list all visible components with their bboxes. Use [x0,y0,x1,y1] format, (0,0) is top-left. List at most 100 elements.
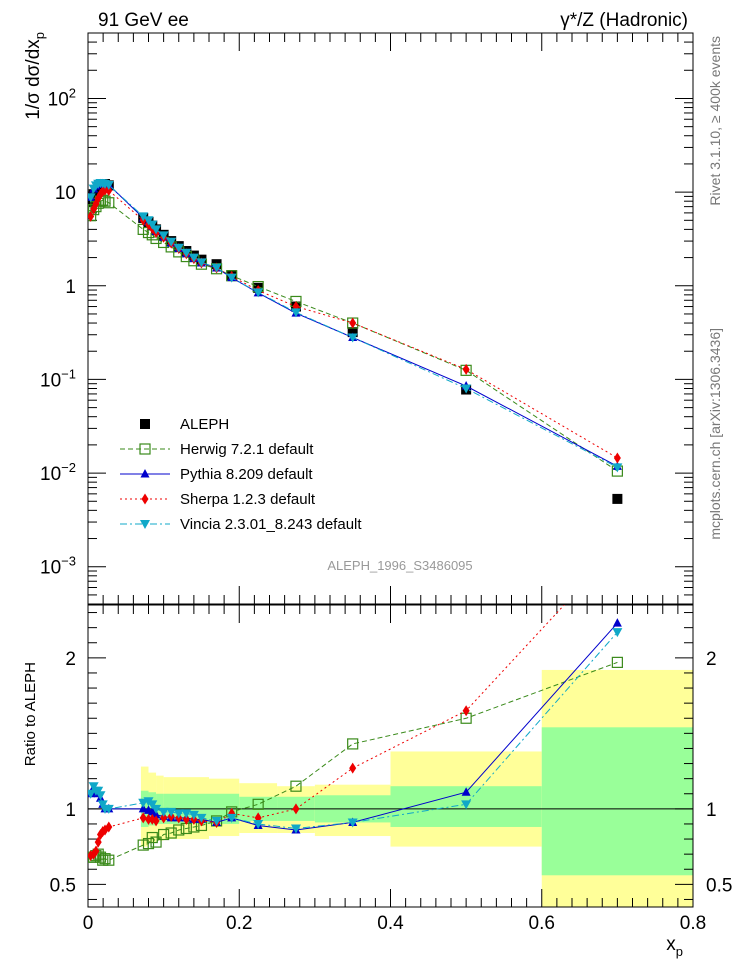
point-ratio-herwig-13 [165,827,177,839]
legend-marker-sherpa [141,493,149,505]
point-ratio-vincia-1 [88,782,99,792]
point-ratio-vincia-19 [226,813,237,823]
point-ratio-sherpa-9 [145,813,152,825]
point-main-sherpa-22 [349,317,357,329]
ratio-uncertainty-bands [140,669,693,907]
y-tick-label-main-exp: −3 [61,554,76,569]
legend: ALEPH Herwig 7.2.1 default Pythia 8.209 de… [120,416,362,533]
point-ratio-herwig-6 [99,853,111,865]
x-tick-label-0: 0 [83,913,94,934]
point-main-sherpa-7 [105,185,113,197]
legend-label-herwig: Herwig 7.2.1 default [180,441,314,458]
x-axis-label: xp [666,934,683,959]
y-tick-label-main-base: 10 [40,370,61,391]
point-main-vincia-13 [166,237,177,247]
y-axis-label-main-subscript: p [32,32,47,39]
y-tick-label-ratio-left-1: 1 [65,800,76,821]
point-main-data-22 [347,327,358,338]
legend-label-pythia: Pythia 8.209 default [180,466,313,483]
point-ratio-sherpa-11 [152,815,160,827]
y-tick-label-main-4: 10 [55,183,76,204]
y-tick-label-ratio-right-0: 0.5 [706,875,732,896]
point-main-vincia-12 [158,231,169,241]
point-ratio-sherpa-0 [88,850,95,862]
point-ratio-vincia-7 [103,804,114,814]
y-tick-label-main-0: 10−3 [40,554,76,579]
point-ratio-vincia-24 [612,628,623,638]
point-main-vincia-15 [181,248,192,258]
point-ratio-pythia-24 [612,618,622,627]
point-ratio-vincia-20 [253,819,264,829]
point-ratio-vincia-23 [461,800,472,810]
point-main-vincia-8 [138,212,149,222]
point-main-vincia-20 [253,288,264,298]
x-axis-label-text: x [666,934,676,955]
y-tick-label-main-base: 1 [65,277,76,298]
point-main-sherpa-0 [88,210,95,222]
point-ratio-sherpa-23 [462,705,470,717]
legend-marker-herwig [139,443,151,455]
x-axis-label-subscript: p [676,944,683,959]
point-ratio-herwig-5 [97,854,109,866]
y-tick-label-ratio-right-1: 1 [706,800,717,821]
point-main-herwig-7 [103,197,115,209]
point-main-vincia-14 [173,243,184,253]
point-ratio-herwig-20 [252,798,264,810]
y-axis-label-main-text: 1/σ dσ/dx [23,39,44,120]
point-ratio-sherpa-8 [139,812,147,824]
y-tick-label-main-base: 10 [55,183,76,204]
point-ratio-sherpa-24 [614,542,621,553]
point-ratio-vincia-13 [166,807,177,817]
point-main-vincia-16 [188,253,199,263]
legend-label-vincia: Vincia 2.3.01_8.243 default [180,516,362,533]
x-tick-label-1: 0.2 [226,913,252,934]
y-tick-label-ratio-right-2: 2 [706,649,717,670]
band-inner-9 [541,727,693,876]
point-ratio-vincia-0 [88,789,96,799]
point-main-vincia-23 [461,384,472,394]
point-ratio-herwig-21 [290,780,302,792]
point-ratio-vincia-12 [158,807,169,817]
y-tick-label-main-base: 10 [48,89,69,110]
y-axis-label-main: 1/σ dσ/dxp [23,32,47,120]
point-ratio-herwig-11 [150,836,162,848]
y-tick-label-ratio-left-0: 0.5 [50,875,76,896]
point-ratio-vincia-18 [211,816,222,826]
point-ratio-vincia-17 [196,813,207,823]
header-right: γ*/Z (Hadronic) [560,10,688,31]
point-main-vincia-17 [196,258,207,268]
mcplots-reference-label: mcplots.cern.ch [arXiv:1306.3436] [707,328,723,540]
y-tick-label-main-exp: 2 [69,85,76,100]
point-ratio-vincia-21 [290,824,301,834]
legend-label-data: ALEPH [180,416,229,433]
point-ratio-vincia-22 [347,818,358,828]
point-ratio-sherpa-15 [182,813,190,825]
main-panel-data [88,178,623,504]
point-ratio-herwig-24 [611,656,623,668]
point-ratio-pythia-8 [138,803,148,813]
point-main-vincia-22 [347,333,358,343]
point-ratio-sherpa-2 [92,845,100,857]
point-main-sherpa-23 [462,363,470,375]
point-main-herwig-6 [99,195,111,207]
point-main-data-24 [612,493,623,504]
point-ratio-herwig-12 [158,828,170,841]
point-main-vincia-7 [103,181,114,191]
point-ratio-sherpa-22 [349,762,357,774]
point-ratio-herwig-22 [347,738,359,750]
y-tick-label-main-3: 1 [65,277,76,298]
point-ratio-sherpa-21 [292,803,300,815]
x-tick-label-2: 0.4 [377,913,404,934]
point-ratio-vincia-14 [173,809,184,819]
y-tick-label-main-5: 102 [48,85,76,110]
y-tick-label-main-base: 10 [40,558,61,579]
point-ratio-herwig-14 [173,824,185,836]
x-tick-label-4: 0.8 [680,913,706,934]
header-left: 91 GeV ee [98,10,189,31]
point-ratio-vincia-4 [95,791,106,801]
y-tick-label-main-exp: −1 [61,366,76,381]
y-axis-label-ratio: Ratio to ALEPH [22,662,39,766]
